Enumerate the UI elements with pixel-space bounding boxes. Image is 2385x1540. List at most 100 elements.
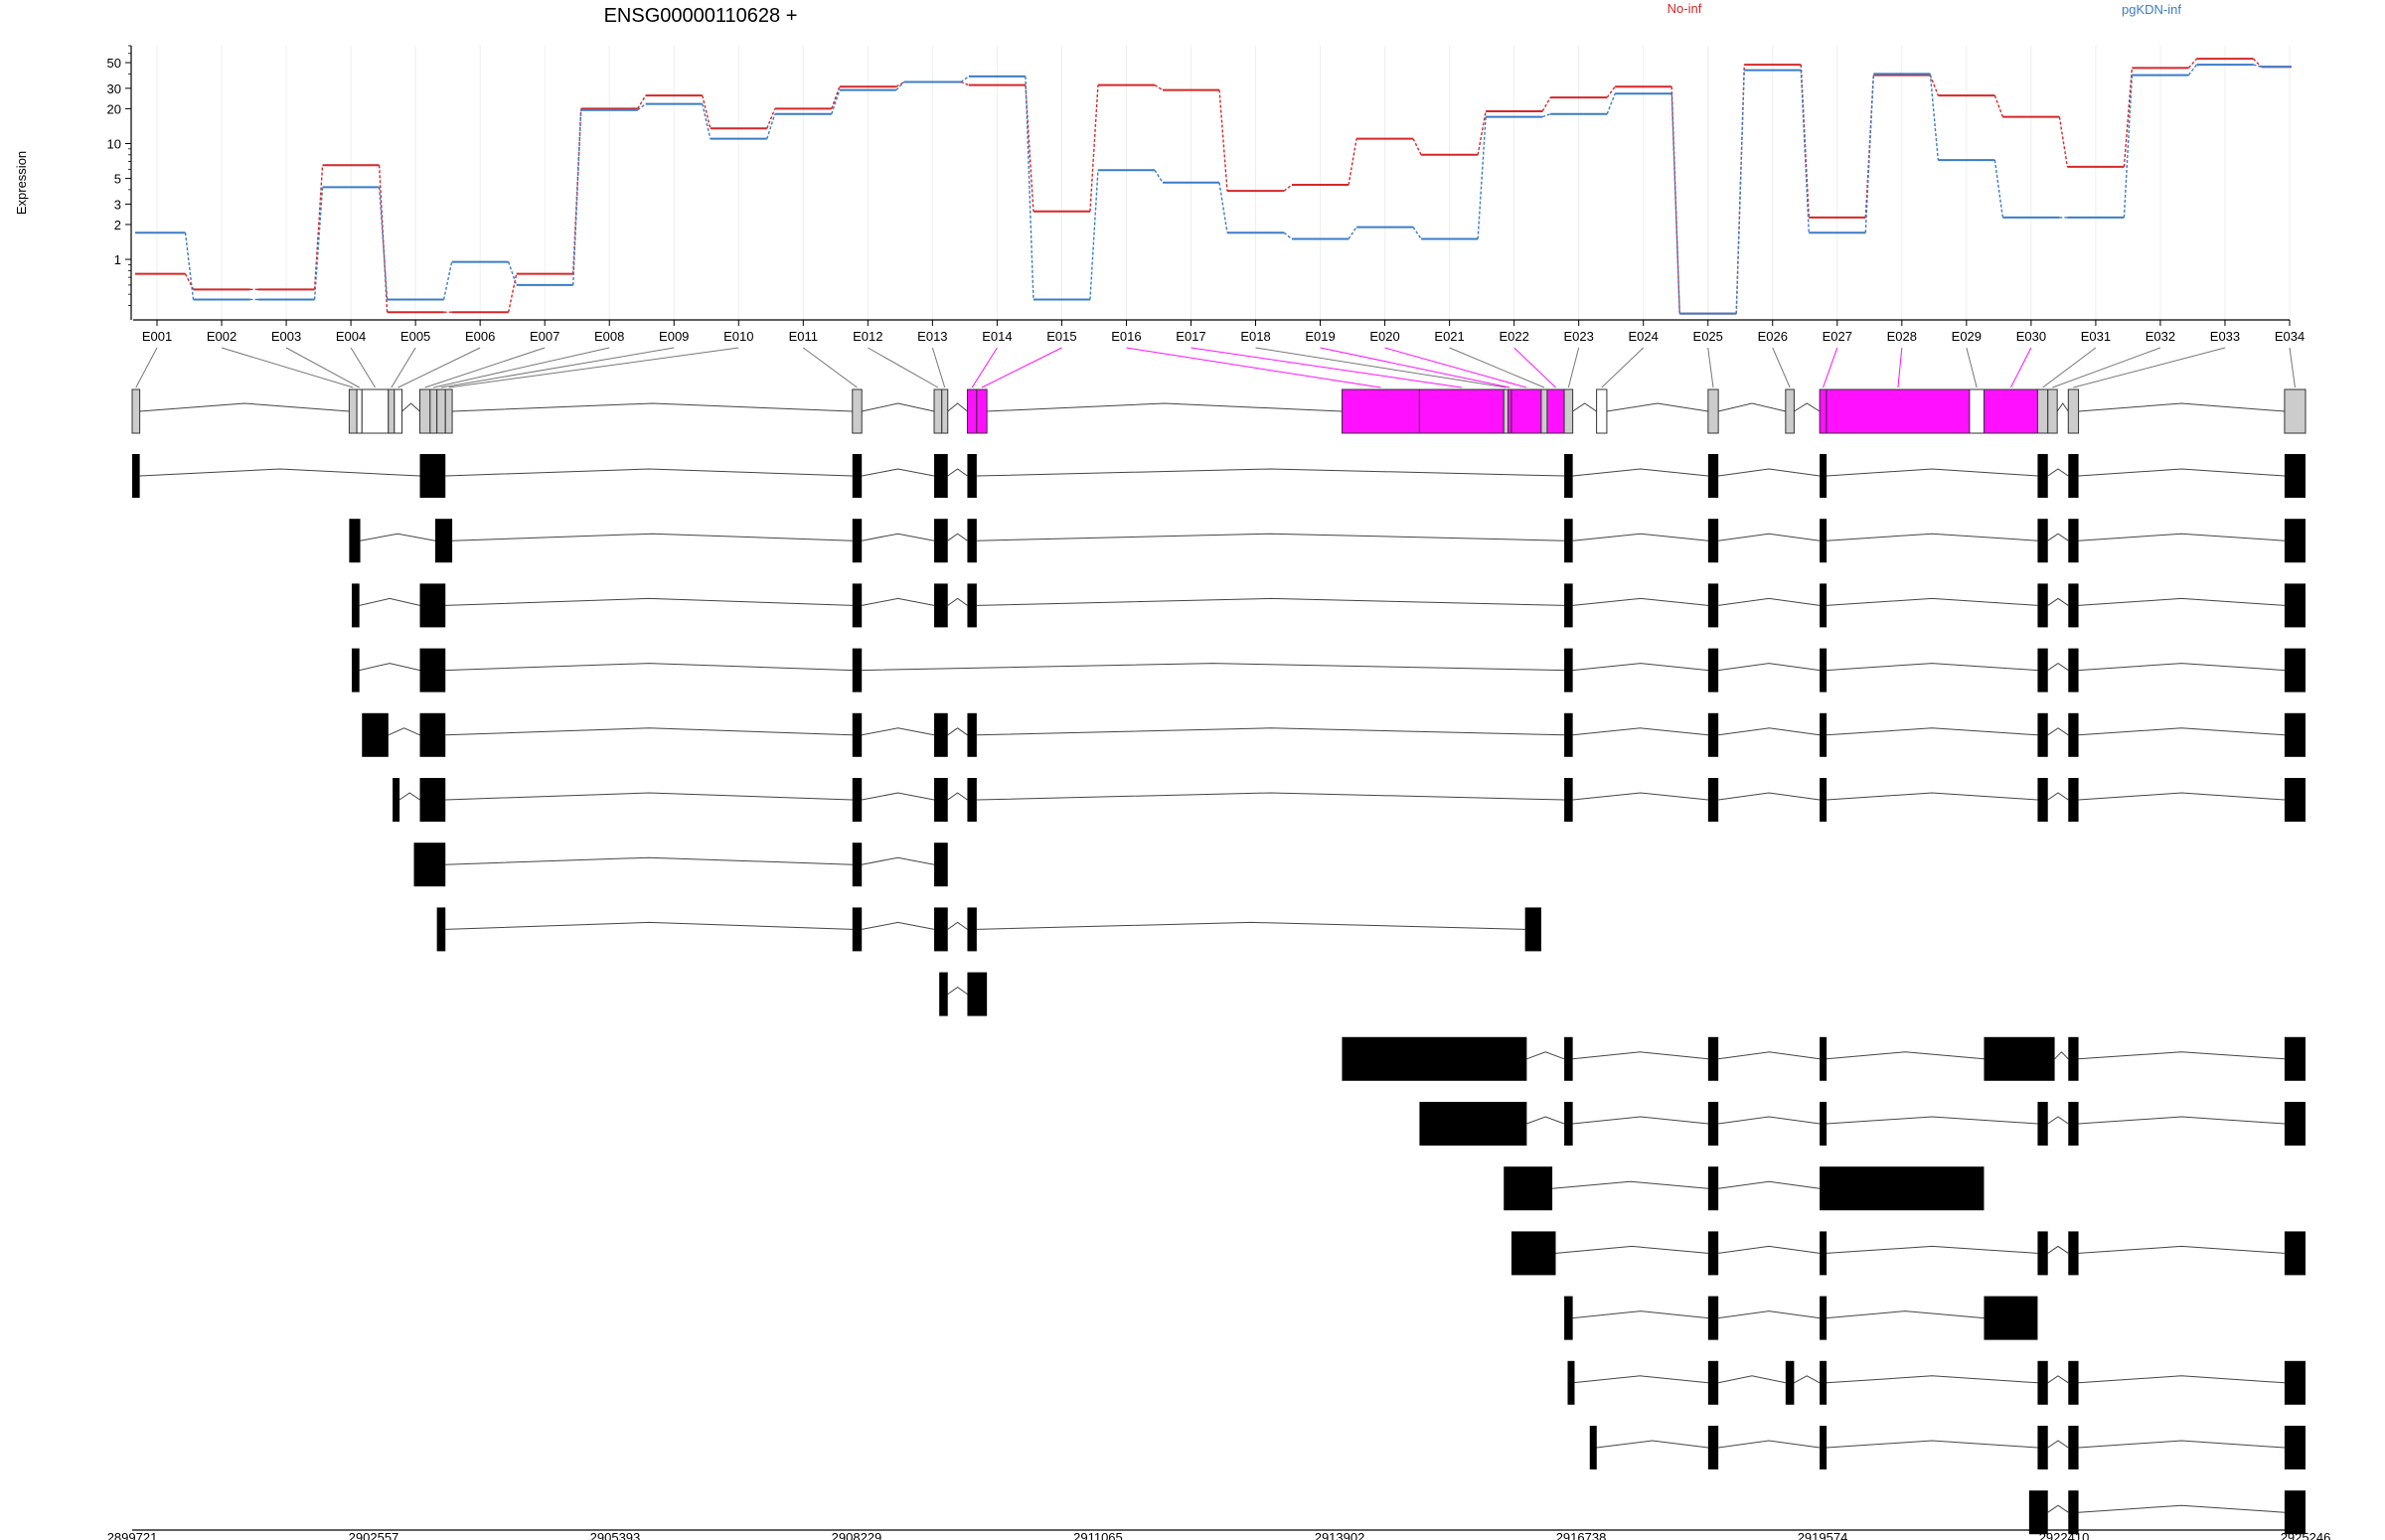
x-tick-label: E018 [1240,329,1270,344]
transcript-intron [445,597,853,606]
x-tick-label: E033 [2210,329,2240,344]
transcript-intron [1826,597,2038,606]
exon-bin-connector [2042,347,2097,388]
transcript-intron [947,921,968,930]
transcript-intron [445,792,853,801]
intron-line [987,402,1343,412]
exon-bin-E022 [1546,388,1565,434]
transcript-exon [2068,583,2079,628]
series-connector [2123,75,2134,218]
transcript-exon [2284,454,2306,498]
transcript-intron [2078,468,2285,477]
series-connector [1606,85,1616,98]
transcript-exon [1564,519,1573,563]
x-tick-label: E002 [207,329,237,344]
series-connector [571,109,582,285]
transcript-intron [862,663,1565,672]
transcript-exon [939,972,948,1016]
series-connector [2187,64,2198,77]
exon-bin-E003 [356,388,363,434]
transcript-exon [1564,1036,1573,1081]
series-connector [1218,89,1228,192]
transcript-intron [2047,1440,2069,1449]
transcript-intron [1718,1116,1821,1125]
series-connector [1800,70,1810,233]
series-connector [1735,70,1745,314]
transcript-intron [359,597,420,606]
series-connector [1993,94,2004,117]
x-tick-label: E014 [982,329,1012,344]
transcript-exon [2037,1426,2048,1469]
transcript-exon [2037,454,2048,498]
genomic-tick-label: 2925246 [2281,1530,2331,1540]
transcript-intron [2078,792,2285,801]
series-connector [508,261,518,286]
series-connector [702,94,712,129]
transcript-16 [1589,1426,2306,1469]
series-connector [571,108,582,274]
transcript-intron [398,792,420,801]
transcript-exon [2284,1036,2306,1081]
exon-bin-connector [350,347,376,388]
x-tick-label: E009 [659,329,689,344]
transcript-intron [1718,533,1821,541]
transcript-exon [1820,1102,1828,1146]
transcript-intron [1826,1310,1985,1319]
transcript-2 [349,519,2306,563]
exon-bin-E014 [966,388,978,434]
transcript-intron [862,921,935,930]
intron-line [1606,402,1708,412]
transcript-exon [852,712,863,757]
transcript-exon [419,712,446,757]
transcript-exon [2284,1360,2306,1405]
transcript-exon [2284,1490,2306,1535]
transcript-exon [2068,778,2079,822]
exon-bin-E007 [419,388,431,434]
transcript-exon [1707,1426,1719,1469]
exon-bin-connector [1449,347,1545,388]
transcript-exon [1707,712,1719,757]
transcript-exon [2284,648,2306,693]
transcript-intron [1718,727,1821,736]
transcript-intron [1718,1310,1821,1319]
transcript-intron [1718,1375,1786,1384]
transcript-exon [967,972,988,1016]
series-connector [1154,169,1164,184]
transcript-exon [1567,1360,1575,1405]
x-tick-label: E028 [1887,329,1917,344]
transcript-intron [2078,1440,2285,1449]
transcript-exon [2037,1102,2048,1146]
exon-bin-E012 [933,388,943,434]
transcript-intron [1718,1440,1821,1449]
x-tick-label: E007 [530,329,559,344]
transcript-intron [360,533,436,541]
exon-bin-E002 [348,388,358,434]
y-tick-label: 20 [107,101,121,116]
exon-bin-connector [1897,347,1903,388]
series-connector [1348,138,1357,186]
x-tick-label: E016 [1111,329,1141,344]
transcript-exon [967,519,977,563]
transcript-exon [349,519,361,563]
exon-bin-E004 [361,388,390,434]
transcript-intron [1718,1245,1821,1254]
exon-bin-E019 [1508,388,1512,434]
series-connector [1283,231,1293,240]
exon-bin-connector [448,347,739,388]
exon-bin-connector [2010,347,2032,388]
exon-bin-connector [1567,347,1580,388]
transcript-intron [139,468,420,477]
transcript-1 [132,454,2306,498]
legend-no-inf: No-inf [1668,1,1702,16]
transcript-intron [1552,1180,1708,1189]
transcript-exon [1707,1036,1719,1081]
transcript-exon [967,454,977,498]
intron-line [2078,402,2285,412]
transcript-exon [2068,454,2079,498]
transcript-intron [1526,1051,1565,1060]
transcript-exon [1820,1360,1828,1405]
transcript-intron [947,792,968,801]
series-connector [1993,160,2004,218]
transcript-intron [1826,533,2038,541]
